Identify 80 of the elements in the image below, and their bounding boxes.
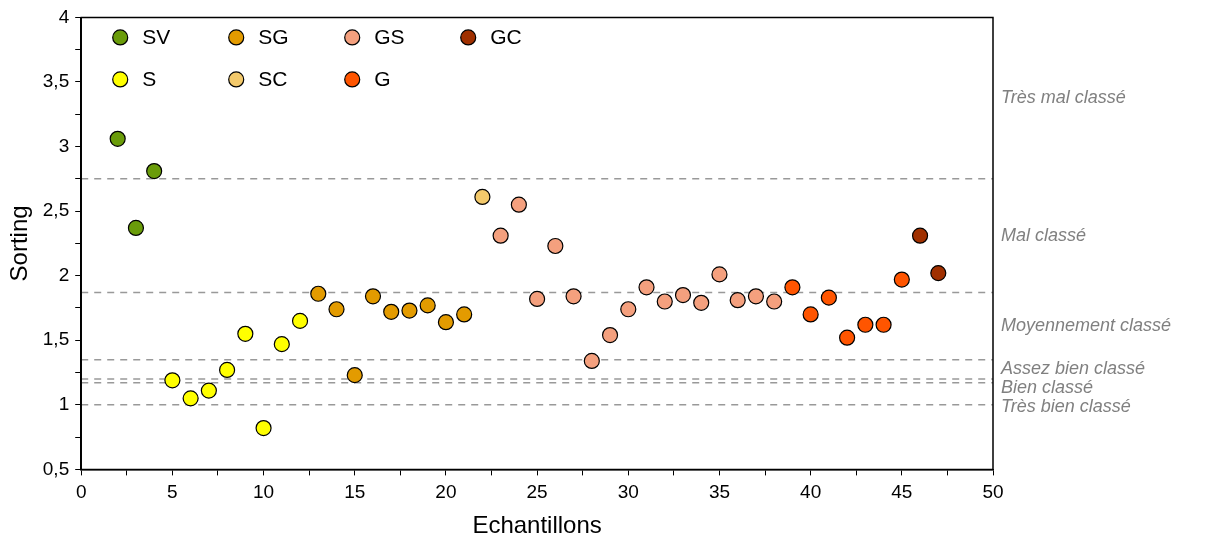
text: Bien classé bbox=[1001, 377, 1094, 398]
text: Moyennement classé bbox=[1001, 315, 1172, 336]
text: Très bien classé bbox=[1001, 396, 1131, 417]
point bbox=[674, 286, 692, 304]
point bbox=[237, 325, 254, 342]
legend-label: GC bbox=[490, 25, 522, 49]
x-tick-label: 20 bbox=[435, 481, 457, 503]
point bbox=[310, 285, 327, 302]
legend-label: SG bbox=[258, 25, 289, 49]
point bbox=[328, 301, 345, 318]
x-tick-label: 50 bbox=[982, 481, 1004, 503]
point bbox=[492, 227, 509, 244]
y-tick-label: 1,5 bbox=[42, 328, 70, 350]
point bbox=[146, 162, 163, 180]
point bbox=[656, 293, 673, 310]
point bbox=[693, 294, 710, 311]
point bbox=[182, 390, 199, 407]
x-tick-label: 45 bbox=[891, 481, 913, 503]
text: Assez bien classé bbox=[1000, 358, 1146, 379]
point bbox=[565, 288, 582, 305]
y-tick-label: 3 bbox=[58, 134, 70, 156]
point bbox=[839, 329, 856, 346]
legend-label: GS bbox=[374, 25, 405, 49]
legend-label: SV bbox=[142, 25, 171, 49]
point bbox=[437, 314, 455, 331]
point bbox=[419, 297, 436, 314]
text: Mal classé bbox=[1001, 224, 1087, 245]
point bbox=[383, 303, 400, 320]
point bbox=[164, 372, 181, 389]
point bbox=[510, 196, 527, 213]
point bbox=[875, 316, 892, 333]
point bbox=[474, 188, 491, 206]
x-tick-label: 10 bbox=[253, 481, 275, 503]
point bbox=[583, 352, 600, 370]
y-tick-label: 0,5 bbox=[42, 457, 70, 479]
point bbox=[273, 336, 290, 353]
point bbox=[291, 312, 309, 329]
legend-label: G bbox=[374, 67, 391, 91]
x-tick-label: 15 bbox=[344, 481, 366, 503]
y-tick-label: 2 bbox=[58, 263, 70, 285]
point bbox=[911, 227, 929, 244]
point bbox=[219, 361, 236, 379]
point bbox=[456, 306, 473, 323]
legend-label: S bbox=[142, 67, 157, 91]
x-tick-label: 5 bbox=[167, 481, 178, 503]
point bbox=[127, 219, 145, 236]
point bbox=[364, 288, 382, 305]
x-tick-label: 35 bbox=[708, 481, 731, 503]
point bbox=[255, 419, 272, 437]
legend-label: SC bbox=[258, 67, 288, 91]
x-axis-title: Echantillons bbox=[472, 511, 602, 539]
text: Très mal classé bbox=[1001, 87, 1126, 108]
point bbox=[346, 367, 363, 384]
x-tick-label: 40 bbox=[800, 481, 822, 503]
point bbox=[620, 301, 637, 318]
point bbox=[529, 290, 546, 308]
point bbox=[784, 279, 801, 296]
point bbox=[547, 237, 564, 255]
point bbox=[930, 265, 947, 282]
y-tick-label: 2,5 bbox=[42, 199, 70, 221]
x-tick-label: 30 bbox=[617, 481, 639, 503]
point bbox=[893, 271, 910, 288]
point bbox=[857, 316, 874, 333]
point bbox=[109, 130, 126, 147]
point bbox=[401, 302, 418, 319]
x-tick-label: 0 bbox=[75, 481, 87, 503]
point bbox=[729, 292, 746, 309]
y-tick-label: 1 bbox=[58, 393, 70, 415]
point bbox=[200, 382, 217, 399]
point bbox=[747, 288, 765, 305]
point bbox=[601, 326, 619, 344]
point bbox=[638, 279, 655, 296]
point bbox=[711, 266, 728, 283]
point bbox=[802, 306, 819, 323]
point bbox=[820, 289, 837, 306]
point bbox=[766, 293, 783, 310]
y-tick-label: 3,5 bbox=[42, 70, 70, 92]
x-tick-label: 25 bbox=[526, 481, 548, 503]
y-tick-label: 4 bbox=[58, 5, 70, 27]
y-axis-title: Sorting bbox=[5, 205, 33, 282]
